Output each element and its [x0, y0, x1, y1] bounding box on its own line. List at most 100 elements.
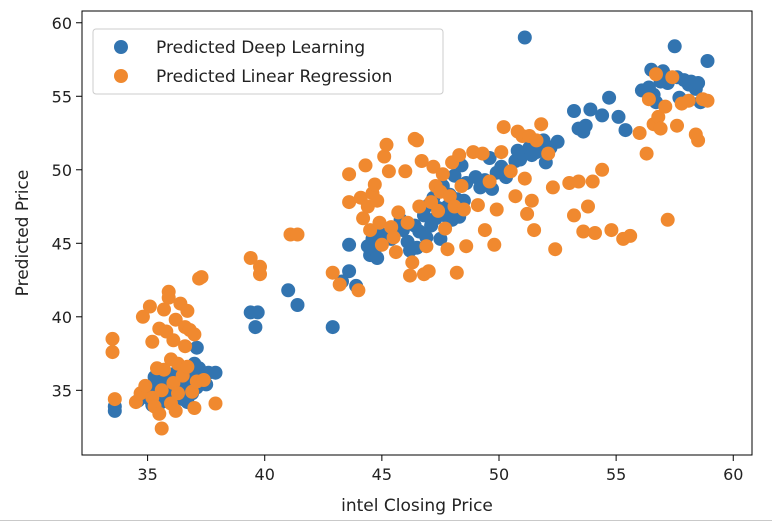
- data-point: [374, 237, 389, 252]
- data-point: [529, 133, 544, 148]
- data-point: [367, 177, 382, 192]
- x-tick-label: 45: [372, 465, 392, 484]
- data-point: [154, 421, 169, 436]
- data-point: [157, 302, 171, 317]
- data-point: [520, 206, 535, 221]
- data-point: [700, 93, 715, 108]
- data-point: [358, 158, 373, 173]
- data-point: [332, 277, 347, 292]
- data-point: [447, 168, 462, 183]
- data-point: [414, 154, 429, 168]
- data-point: [290, 298, 305, 312]
- data-point: [496, 120, 511, 135]
- data-point: [438, 221, 453, 236]
- data-point: [494, 145, 509, 160]
- legend-label-deep-learning: Predicted Deep Learning: [156, 38, 365, 58]
- data-point: [489, 202, 504, 217]
- data-point: [419, 239, 434, 254]
- data-point: [381, 164, 396, 179]
- data-point: [548, 242, 563, 257]
- y-tick-label: 35: [52, 381, 72, 400]
- data-point: [550, 134, 565, 149]
- data-point: [475, 146, 490, 161]
- y-axis-label: Predicted Price: [13, 170, 33, 297]
- data-point: [194, 270, 209, 285]
- data-point: [152, 406, 167, 421]
- data-point: [363, 223, 378, 238]
- data-point: [325, 320, 340, 335]
- data-point: [107, 392, 122, 407]
- y-tick-label: 60: [52, 14, 72, 33]
- data-point: [578, 118, 593, 133]
- data-point: [440, 242, 455, 257]
- data-point: [611, 109, 626, 124]
- data-point: [208, 365, 223, 380]
- x-tick-label: 50: [489, 465, 509, 484]
- y-tick-label: 45: [52, 234, 72, 253]
- data-point: [248, 320, 263, 335]
- data-point: [377, 149, 392, 164]
- data-point: [567, 104, 581, 118]
- plot-frame: [81, 10, 753, 456]
- data-point: [508, 189, 523, 204]
- data-point: [456, 202, 471, 217]
- data-point: [649, 67, 663, 82]
- data-point: [454, 179, 469, 193]
- data-point: [178, 339, 193, 354]
- data-point: [585, 174, 600, 189]
- bottom-divider: [0, 520, 772, 521]
- data-point: [487, 237, 502, 252]
- data-point: [583, 102, 598, 117]
- data-point: [651, 109, 666, 124]
- data-point: [517, 171, 532, 186]
- data-point: [180, 303, 195, 318]
- data-point: [459, 239, 474, 254]
- data-point: [595, 108, 610, 123]
- data-point: [503, 164, 518, 179]
- data-point: [168, 312, 183, 327]
- data-point: [135, 309, 150, 324]
- data-point: [391, 205, 406, 220]
- data-point: [470, 198, 485, 213]
- data-point: [588, 226, 602, 240]
- data-point: [410, 133, 424, 148]
- x-tick-label: 40: [255, 465, 275, 484]
- data-point: [426, 159, 441, 174]
- data-point: [665, 70, 680, 85]
- data-point: [431, 203, 446, 218]
- data-point: [670, 118, 684, 133]
- x-axis-label: intel Closing Price: [341, 496, 493, 516]
- data-point: [166, 333, 181, 348]
- data-point: [290, 227, 305, 242]
- data-point: [281, 283, 296, 298]
- data-point: [658, 99, 673, 114]
- data-point: [243, 251, 258, 265]
- data-point: [534, 117, 549, 132]
- data-point: [356, 211, 371, 226]
- data-point: [342, 167, 357, 182]
- data-point: [208, 396, 223, 411]
- y-tick-label: 40: [52, 308, 72, 327]
- data-point: [150, 361, 164, 376]
- data-point: [477, 223, 492, 238]
- legend-box: [92, 28, 444, 95]
- data-point: [545, 180, 560, 195]
- data-point: [403, 268, 417, 283]
- legend-marker-deep-learning: [114, 40, 128, 54]
- data-point: [524, 193, 539, 208]
- legend: Predicted Deep Learning Predicted Linear…: [92, 28, 444, 95]
- data-point: [541, 146, 556, 161]
- data-point: [482, 174, 497, 189]
- x-tick-label: 55: [606, 465, 626, 484]
- data-point: [604, 223, 619, 238]
- y-axis: 35 40 45 50 55 60: [52, 14, 82, 400]
- data-point: [400, 215, 415, 230]
- data-point: [681, 93, 696, 108]
- data-point: [325, 265, 340, 280]
- data-point: [527, 223, 542, 238]
- data-point: [386, 230, 401, 245]
- data-point: [372, 215, 387, 230]
- data-point: [187, 401, 202, 415]
- data-point: [595, 162, 610, 177]
- data-point: [581, 199, 595, 214]
